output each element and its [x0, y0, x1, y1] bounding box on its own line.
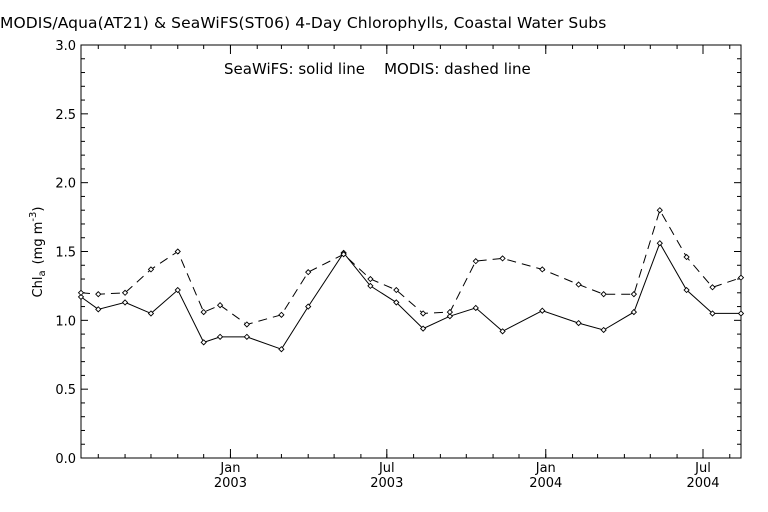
x-tick-label: Jan	[219, 461, 240, 476]
chart-title: MODIS/Aqua(AT21) & SeaWiFS(ST06) 4-Day C…	[0, 14, 607, 32]
y-tick-label: 0.0	[55, 452, 76, 467]
dashed-series-point	[305, 269, 312, 276]
dashed-series-point	[499, 255, 506, 262]
dashed-series-point	[630, 291, 638, 298]
dashed-series-point	[575, 281, 582, 288]
x-tick-label: Jul	[378, 461, 395, 476]
solid-series-point	[243, 333, 251, 340]
y-axis-label-units: (mg m	[31, 222, 46, 265]
solid-series-line	[80, 242, 741, 350]
solid-series-point	[305, 303, 312, 310]
y-axis-label-main: Chl	[31, 277, 46, 298]
y-tick-label: 0.5	[55, 383, 76, 398]
solid-series-point	[393, 299, 400, 306]
dashed-series-point	[656, 207, 663, 214]
x-tick-year-label: 2003	[214, 476, 247, 491]
solid-series-point	[656, 240, 663, 247]
legend-annotation: SeaWiFS: solid line MODIS: dashed line	[224, 60, 531, 78]
solid-series-point	[575, 319, 582, 327]
y-tick-label: 3.0	[55, 39, 76, 54]
axes: 0.00.51.01.52.02.53.0Jan2003Jul2003Jan20…	[55, 39, 742, 491]
dashed-series-point	[95, 291, 102, 298]
dashed-series-point	[472, 258, 479, 265]
dashed-series-point	[367, 275, 374, 283]
dashed-series-point	[121, 289, 129, 296]
dashed-series-point	[683, 253, 690, 261]
dashed-series-point	[147, 266, 155, 273]
dashed-series-point	[174, 248, 181, 255]
y-axis-label-units-superscript: -3	[28, 212, 39, 222]
x-tick-year-label: 2004	[686, 476, 719, 491]
dashed-series-point	[200, 308, 207, 316]
solid-series-point	[446, 313, 454, 320]
solid-series-point	[630, 308, 638, 316]
solid-series-point	[472, 304, 479, 312]
solid-series-point	[683, 286, 690, 294]
solid-series-point	[737, 310, 745, 317]
y-tick-label: 1.0	[55, 314, 76, 329]
solid-series-point	[600, 326, 607, 334]
y-tick-label: 2.0	[55, 177, 76, 192]
solid-series-point	[95, 306, 102, 313]
dashed-series-point	[216, 302, 224, 309]
dashed-series-point	[446, 308, 454, 316]
dashed-series-point	[737, 274, 745, 281]
dashed-series-line	[80, 208, 742, 326]
solid-series-point	[419, 325, 427, 332]
dashed-series-point	[243, 321, 251, 328]
dashed-series-point	[419, 310, 427, 317]
dashed-series-point	[340, 251, 347, 258]
x-tick-label: Jan	[535, 461, 556, 476]
solid-series-point	[147, 310, 155, 317]
y-tick-label: 2.5	[55, 108, 76, 123]
y-tick-label: 1.5	[55, 246, 76, 261]
dashed-series-point	[539, 266, 546, 273]
dashed-series-point	[278, 311, 285, 318]
solid-series-point	[174, 286, 181, 294]
solid-series-point	[539, 307, 546, 314]
x-tick-label: Jul	[694, 461, 711, 476]
solid-series-point	[200, 339, 207, 346]
solid-series-point	[77, 293, 85, 301]
y-axis-label-units-close: )	[31, 207, 46, 212]
y-axis-label-subscript: a	[37, 270, 48, 276]
solid-series-point	[367, 282, 374, 290]
dashed-series-point	[393, 286, 400, 294]
y-axis-label: Chla (mg m-3)	[28, 207, 48, 298]
solid-series-point	[121, 299, 129, 306]
solid-series-point	[278, 346, 285, 353]
x-tick-year-label: 2003	[370, 476, 403, 491]
x-tick-year-label: 2004	[529, 476, 562, 491]
solid-series-point	[709, 310, 716, 317]
solid-series-point	[216, 333, 224, 340]
data-series	[77, 207, 745, 353]
dashed-series-point	[77, 289, 85, 296]
dashed-series-point	[600, 291, 607, 298]
dashed-series-point	[709, 284, 716, 291]
solid-series-point	[499, 328, 506, 335]
